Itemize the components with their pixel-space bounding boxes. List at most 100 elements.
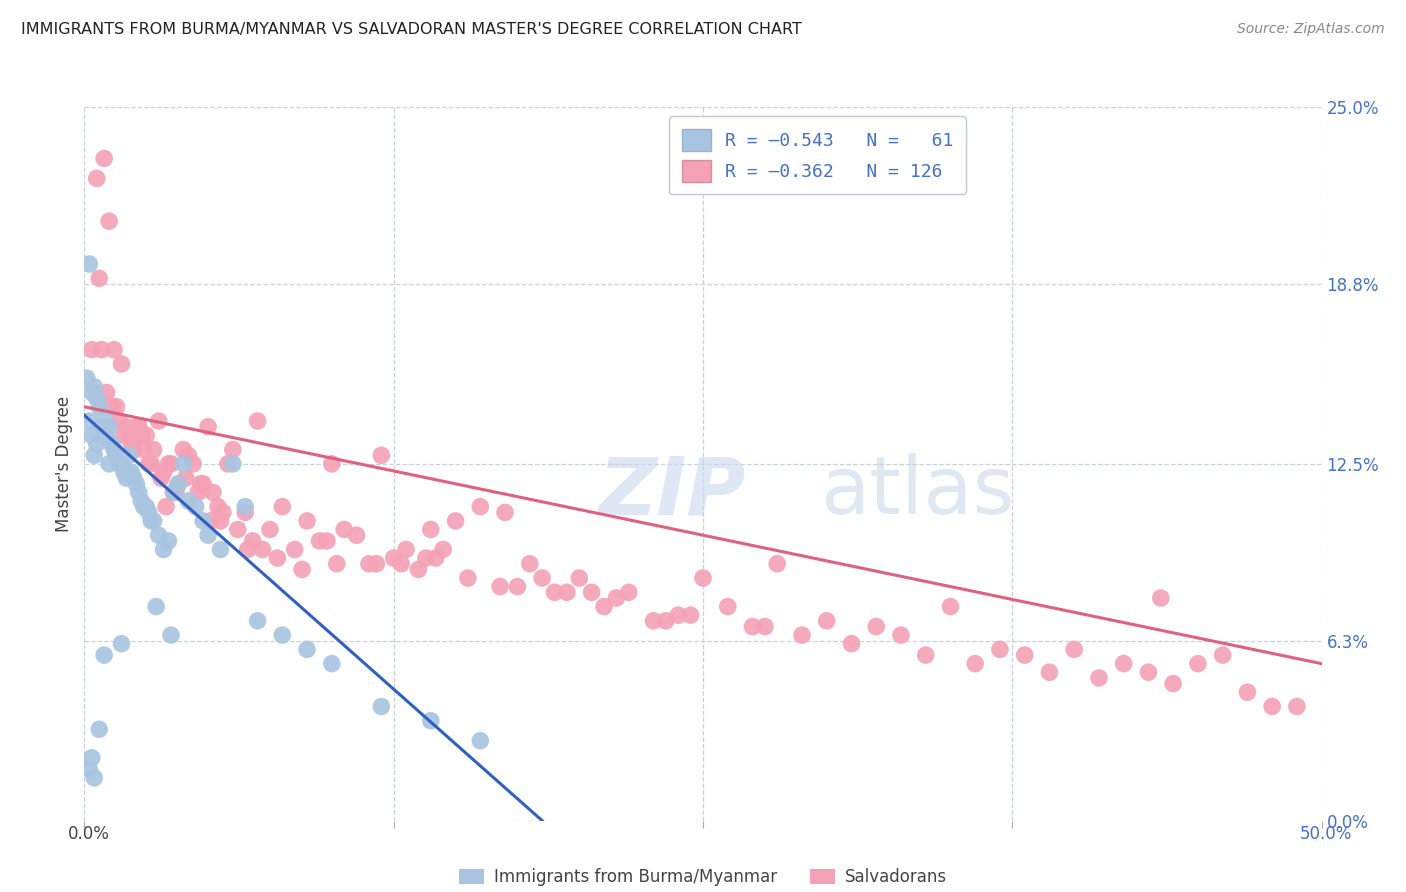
Point — [291, 562, 314, 576]
Point — [1285, 699, 1308, 714]
Point — [128, 419, 150, 434]
Point — [160, 628, 183, 642]
Point — [83, 448, 105, 462]
Point — [98, 214, 121, 228]
Point — [181, 457, 204, 471]
Point — [155, 500, 177, 514]
Point — [209, 542, 232, 557]
Point — [135, 500, 157, 514]
Point — [90, 343, 112, 357]
Point — [266, 551, 288, 566]
Point — [370, 448, 392, 462]
Point — [494, 505, 516, 519]
Point — [209, 514, 232, 528]
Point — [593, 599, 616, 614]
Point — [233, 505, 256, 519]
Point — [165, 485, 187, 500]
Point — [692, 571, 714, 585]
Point — [157, 533, 180, 548]
Point — [80, 385, 103, 400]
Point — [643, 614, 665, 628]
Point — [120, 466, 142, 480]
Point — [271, 628, 294, 642]
Point — [89, 271, 111, 285]
Point — [172, 457, 194, 471]
Point — [236, 542, 259, 557]
Point — [172, 442, 194, 457]
Point — [333, 523, 356, 537]
Point — [519, 557, 541, 571]
Text: Source: ZipAtlas.com: Source: ZipAtlas.com — [1237, 22, 1385, 37]
Point — [666, 608, 689, 623]
Point — [112, 466, 135, 480]
Point — [197, 528, 219, 542]
Point — [790, 628, 813, 642]
Point — [717, 599, 740, 614]
Point — [112, 428, 135, 442]
Point — [122, 442, 145, 457]
Point — [389, 557, 412, 571]
Point — [1038, 665, 1060, 680]
Point — [108, 414, 131, 428]
Point — [226, 523, 249, 537]
Point — [1212, 648, 1234, 662]
Point — [96, 385, 118, 400]
Point — [76, 371, 98, 385]
Point — [568, 571, 591, 585]
Point — [80, 428, 103, 442]
Point — [100, 437, 122, 451]
Point — [79, 257, 101, 271]
Point — [108, 457, 131, 471]
Point — [217, 457, 239, 471]
Point — [142, 442, 165, 457]
Point — [83, 771, 105, 785]
Point — [110, 457, 132, 471]
Y-axis label: Master's Degree: Master's Degree — [55, 396, 73, 532]
Point — [222, 442, 245, 457]
Point — [190, 476, 212, 491]
Point — [295, 514, 318, 528]
Point — [308, 533, 330, 548]
Point — [1063, 642, 1085, 657]
Point — [1137, 665, 1160, 680]
Point — [1187, 657, 1209, 671]
Point — [444, 514, 467, 528]
Point — [233, 500, 256, 514]
Point — [408, 562, 430, 576]
Point — [470, 733, 492, 747]
Point — [118, 448, 141, 462]
Point — [145, 599, 167, 614]
Point — [115, 471, 138, 485]
Point — [118, 428, 141, 442]
Point — [132, 500, 155, 514]
Point — [160, 457, 183, 471]
Point — [1088, 671, 1111, 685]
Point — [357, 557, 380, 571]
Point — [79, 762, 101, 776]
Point — [581, 585, 603, 599]
Point — [222, 457, 245, 471]
Point — [115, 419, 138, 434]
Text: 0.0%: 0.0% — [67, 825, 110, 843]
Point — [766, 557, 789, 571]
Text: ZIP: ZIP — [598, 453, 745, 532]
Point — [370, 699, 392, 714]
Point — [890, 628, 912, 642]
Point — [366, 557, 388, 571]
Point — [965, 657, 987, 671]
Point — [655, 614, 678, 628]
Point — [988, 642, 1011, 657]
Point — [506, 580, 529, 594]
Point — [141, 457, 163, 471]
Point — [395, 542, 418, 557]
Point — [135, 428, 157, 442]
Point — [110, 637, 132, 651]
Point — [470, 500, 492, 514]
Point — [346, 528, 368, 542]
Point — [96, 428, 118, 442]
Point — [98, 457, 121, 471]
Point — [128, 485, 150, 500]
Point — [157, 457, 180, 471]
Point — [122, 471, 145, 485]
Point — [148, 414, 170, 428]
